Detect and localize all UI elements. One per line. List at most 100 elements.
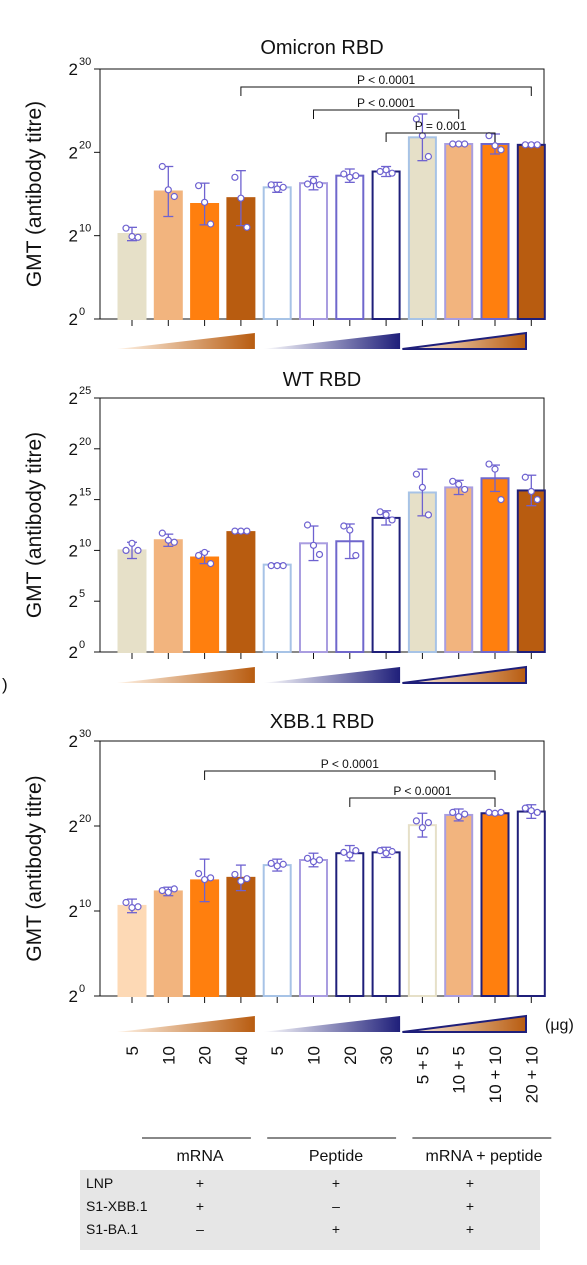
- data-point: [158, 162, 166, 171]
- table-row-label: LNP: [86, 1175, 113, 1191]
- data-point: [485, 808, 493, 817]
- dose-label: 5 + 5: [413, 1046, 432, 1084]
- data-point: [170, 538, 178, 546]
- y-tick-label: 2: [69, 491, 78, 510]
- data-point: [418, 824, 426, 832]
- y-tick-label: 2: [69, 143, 78, 162]
- data-point: [128, 539, 136, 547]
- bar: [117, 904, 147, 998]
- data-point: [412, 817, 420, 825]
- y-tick-label: 2: [69, 310, 78, 329]
- y-tick-exponent: 0: [79, 639, 85, 651]
- dose-ramp-mrna: [117, 667, 255, 683]
- p-value-label: P = 0.001: [415, 119, 467, 133]
- dose-ramp-peptide: [262, 667, 401, 683]
- data-point: [164, 888, 172, 896]
- bar: [480, 477, 510, 653]
- bar: [262, 563, 292, 654]
- bar: [299, 182, 328, 320]
- data-point: [491, 465, 499, 473]
- comparison-bracket: [204, 770, 496, 780]
- data-point: [279, 183, 287, 191]
- data-point: [315, 181, 324, 189]
- data-point: [491, 142, 499, 150]
- dose-ramp-mrna: [117, 333, 255, 349]
- comparison-bracket: [385, 132, 496, 142]
- data-point: [388, 516, 396, 524]
- dose-label: 20: [341, 1046, 360, 1065]
- dose-ramp-combo-outline: [402, 665, 527, 684]
- p-value-label: P < 0.0001: [321, 757, 379, 771]
- bar: [371, 170, 401, 320]
- dose-ramp-peptide: [262, 333, 401, 349]
- dose-label: 5: [268, 1046, 287, 1055]
- y-tick-label: 2: [69, 643, 78, 662]
- bar: [407, 824, 437, 998]
- y-tick-exponent: 5: [79, 588, 85, 600]
- data-point: [497, 496, 505, 504]
- data-point: [134, 233, 142, 241]
- data-point: [388, 169, 396, 177]
- group-label: mRNA + peptide: [426, 1148, 543, 1165]
- table-row-label: S1-BA.1: [86, 1221, 138, 1237]
- data-point: [309, 858, 318, 866]
- y-tick-label: 2: [69, 227, 78, 246]
- data-point: [497, 808, 505, 817]
- data-point: [195, 182, 203, 190]
- y-tick-exponent: 20: [79, 436, 91, 448]
- y-axis-label: GMT (antibody titre): [23, 775, 46, 961]
- data-point: [533, 141, 541, 149]
- data-point: [424, 818, 432, 827]
- panel-letter-fragment: ): [2, 675, 8, 694]
- y-tick-exponent: 20: [79, 813, 91, 825]
- table-cell: +: [466, 1221, 474, 1237]
- y-tick-label: 2: [69, 817, 78, 836]
- bar: [371, 516, 401, 653]
- dose-unit-label: (μg): [545, 1017, 574, 1034]
- dose-ramp-peptide: [262, 1016, 401, 1032]
- y-tick-label: 2: [69, 440, 78, 459]
- data-point: [303, 521, 312, 529]
- data-point: [309, 541, 318, 549]
- data-point: [521, 141, 529, 149]
- dose-label: 10: [305, 1046, 324, 1065]
- table-cell: +: [196, 1198, 204, 1214]
- data-point: [315, 550, 324, 559]
- data-point: [279, 562, 287, 570]
- bar: [117, 549, 147, 654]
- bar: [299, 859, 328, 997]
- data-point: [309, 177, 318, 185]
- bar: [516, 810, 546, 997]
- y-tick-exponent: 15: [79, 487, 91, 499]
- comparison-bracket: [349, 797, 496, 807]
- data-point: [170, 192, 178, 201]
- y-tick-exponent: 0: [79, 306, 85, 318]
- table-cell: +: [196, 1175, 204, 1191]
- data-point: [461, 810, 469, 818]
- dose-label: 20: [196, 1046, 215, 1065]
- data-point: [461, 485, 469, 494]
- y-tick-exponent: 10: [79, 898, 91, 910]
- data-point: [533, 496, 541, 504]
- data-point: [418, 483, 426, 492]
- table-cell: +: [332, 1221, 340, 1237]
- data-point: [527, 141, 535, 149]
- data-point: [382, 849, 390, 857]
- data-point: [170, 885, 178, 893]
- data-point: [521, 473, 529, 481]
- data-point: [340, 522, 348, 530]
- data-point: [273, 862, 281, 870]
- dose-ramp-combo-outline: [402, 331, 527, 350]
- data-point: [122, 224, 130, 232]
- y-axis-label: GMT (antibody titre): [23, 432, 46, 618]
- data-point: [122, 546, 130, 555]
- data-point: [273, 562, 281, 570]
- y-tick-label: 2: [69, 902, 78, 921]
- data-point: [455, 480, 463, 488]
- data-point: [201, 875, 209, 884]
- data-point: [267, 859, 275, 868]
- data-point: [303, 180, 312, 188]
- dose-label: 10 + 5: [450, 1046, 469, 1094]
- table-cell: –: [196, 1221, 204, 1237]
